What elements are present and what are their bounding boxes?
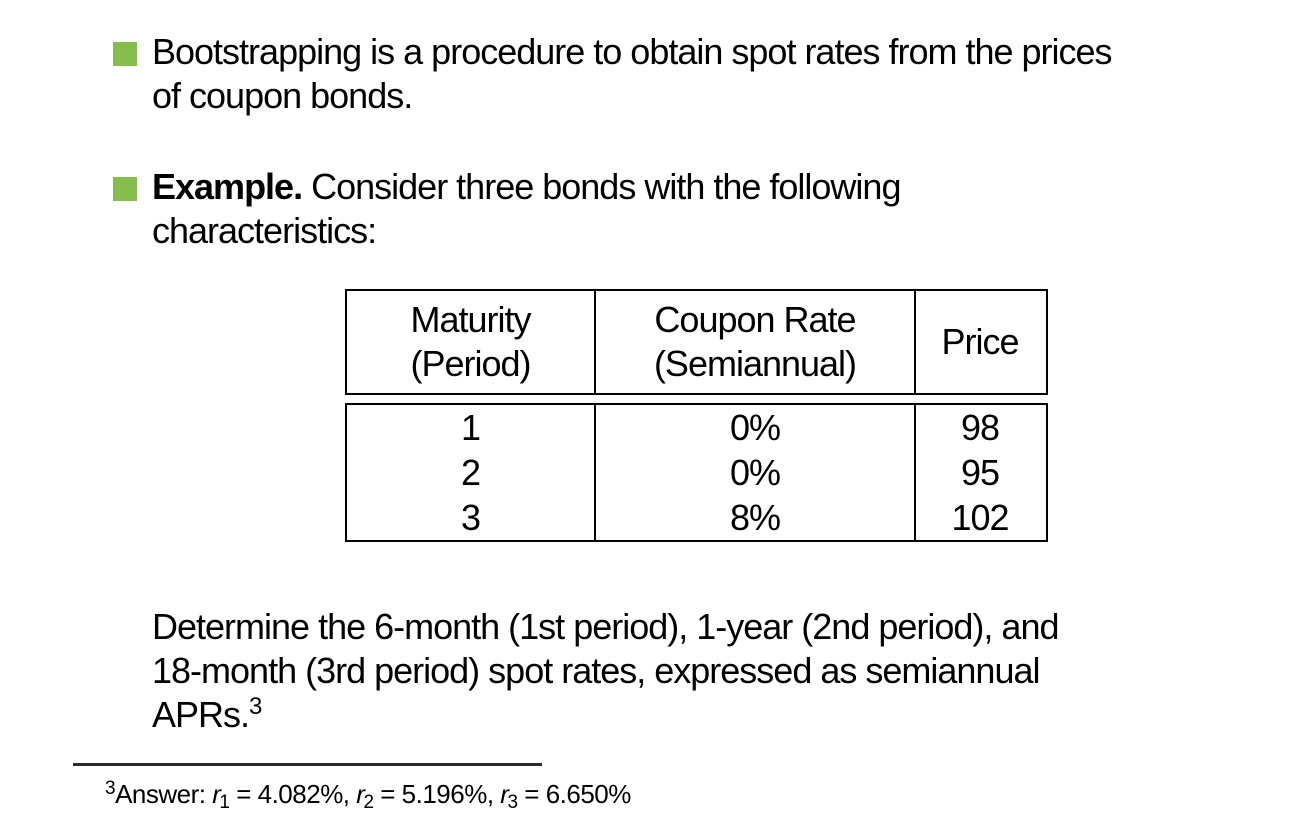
bullet-item-example: Example. Consider three bonds with the f… [152,165,901,253]
footnote-reference-mark: 3 [249,693,263,720]
bullet-text-line: Bootstrapping is a procedure to obtain s… [152,31,1113,72]
spot-rate-sub-2: 2 [363,792,374,813]
spot-rate-sub-1: 1 [219,792,230,813]
bullet-text-line: of coupon bonds. [152,75,413,116]
header-line: Coupon Rate [654,299,856,340]
table-cell-coupon: 0% [596,405,916,450]
footnote-mark: 3 [105,778,116,799]
header-line: (Period) [410,343,531,384]
spot-rate-value-1: = 4.082%, [236,779,350,809]
table-cell-coupon: 0% [596,450,916,495]
footnote-label: Answer: [115,779,206,809]
table-row: 1 0% 98 [347,405,1046,450]
spot-rate-sub-3: 3 [507,792,518,813]
table-row: 2 0% 95 [347,450,1046,495]
table-row: 3 8% 102 [347,495,1046,540]
spot-rate-value-2: = 5.196%, [380,779,494,809]
spot-rate-var-r2: r [356,779,365,809]
bond-table-header: Maturity (Period) Coupon Rate (Semiannua… [345,289,1048,395]
header-cell-price: Price [916,291,1044,393]
question-line: Determine the 6-month (1st period), 1-ye… [152,606,1059,647]
header-cell-maturity: Maturity (Period) [347,291,596,393]
table-cell-maturity: 1 [347,405,596,450]
header-line: Maturity [410,299,531,340]
question-line: 18-month (3rd period) spot rates, expres… [152,650,1041,691]
bullet-marker-icon [113,42,137,66]
table-cell-price: 102 [951,497,1009,538]
footnote: 3Answer: r1 = 4.082%, r2 = 5.196%, r3 = … [105,778,631,813]
spot-rate-var-r3: r [500,779,509,809]
bullet-item-bootstrapping: Bootstrapping is a procedure to obtain s… [152,30,1113,118]
question-line: APRs.3 [152,693,1058,742]
example-lead: Example. [152,166,303,207]
table-cell-maturity: 2 [347,450,596,495]
bullet-text-rest: Consider three bonds with the following [311,166,901,207]
table-cell-price: 95 [960,452,1000,493]
bond-table-body: 1 0% 98 2 0% 95 3 8% 102 [345,403,1048,542]
header-line: Price [941,321,1019,362]
spot-rate-var-r1: r [212,779,221,809]
question-line-text: APRs. [152,694,250,735]
header-line: (Semiannual) [653,343,857,384]
bullet-text-line: characteristics: [152,210,377,251]
table-cell-maturity: 3 [347,495,596,540]
bullet-marker-icon [113,177,137,201]
bullet-text-line: Example. Consider three bonds with the f… [152,165,901,209]
spot-rate-value-3: = 6.650% [524,779,631,809]
table-cell-coupon: 8% [596,495,916,540]
header-cell-coupon-rate: Coupon Rate (Semiannual) [596,291,916,393]
footnote-rule [73,763,542,766]
table-cell-price: 98 [960,407,1000,448]
question-paragraph: Determine the 6-month (1st period), 1-ye… [152,605,1059,742]
